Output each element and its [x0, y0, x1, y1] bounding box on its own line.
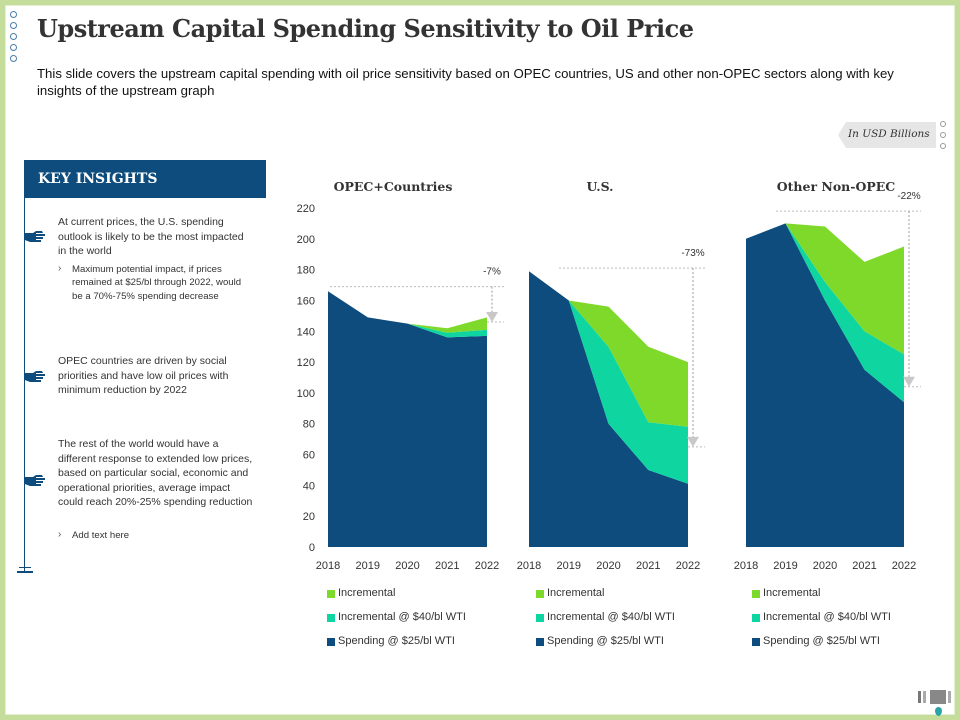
legend-swatch: [327, 614, 335, 622]
x-tick-label: 2022: [676, 560, 700, 572]
area-spending-panel-1: [328, 291, 487, 547]
insight-text-1: At current prices, the U.S. spending out…: [58, 216, 244, 257]
legend-swatch: [536, 590, 544, 598]
x-tick-label: 2018: [734, 560, 758, 572]
legend-swatch: [327, 638, 335, 646]
legend-label: Spending @ $25/bl WTI: [338, 635, 455, 647]
y-tick-label: 200: [297, 234, 315, 246]
page-subtitle: This slide covers the upstream capital s…: [37, 66, 894, 98]
area-incremental-panel-1: [328, 291, 487, 333]
insight-sub-3: Add text here: [72, 530, 130, 541]
corner-dots-decoration: [10, 11, 18, 66]
area-incremental-40-panel-1: [328, 291, 487, 338]
x-tick-label: 2022: [892, 560, 916, 572]
legend-swatch: [752, 590, 760, 598]
unit-tag: In USD Billions: [838, 122, 936, 148]
legend-label: Incremental: [763, 587, 821, 599]
annotation-arrow: [687, 436, 699, 447]
area-incremental-40-panel-3: [746, 223, 904, 403]
legend-label: Incremental: [547, 587, 605, 599]
x-tick-label: 2022: [475, 560, 499, 572]
x-tick-label: 2019: [557, 560, 581, 572]
unit-dots-decoration: [940, 121, 946, 154]
pointing-hand-icon: [25, 475, 45, 486]
legend-label: Incremental @ $40/bl WTI: [763, 611, 891, 623]
legend-swatch: [536, 614, 544, 622]
prev-slide-icon[interactable]: [918, 690, 928, 704]
legend-swatch: [536, 638, 544, 646]
y-tick-label: 80: [303, 419, 315, 431]
y-tick-label: 180: [297, 265, 315, 277]
x-tick-label: 2020: [813, 560, 837, 572]
y-tick-label: 160: [297, 295, 315, 307]
x-tick-label: 2020: [596, 560, 620, 572]
y-tick-label: 0: [309, 542, 315, 554]
panel-title: U.S.: [586, 179, 613, 194]
legend-label: Spending @ $25/bl WTI: [763, 635, 880, 647]
slide-thumbnail-icon[interactable]: [930, 690, 946, 704]
y-tick-label: 220: [297, 203, 315, 215]
x-tick-label: 2018: [517, 560, 541, 572]
panel-title: Other Non-OPEC: [777, 179, 895, 194]
x-tick-label: 2021: [435, 560, 459, 572]
pointing-hand-icon: [25, 371, 45, 382]
legend-label: Incremental @ $40/bl WTI: [338, 611, 466, 623]
legend-label: Incremental @ $40/bl WTI: [547, 611, 675, 623]
legend-swatch: [327, 590, 335, 598]
x-tick-label: 2019: [773, 560, 797, 572]
area-incremental-panel-3: [746, 223, 904, 355]
panel-title: OPEC+Countries: [334, 179, 453, 194]
next-slide-icon[interactable]: [948, 690, 956, 704]
legend-swatch: [752, 638, 760, 646]
page-title: Upstream Capital Spending Sensitivity to…: [37, 14, 694, 43]
key-insights-header: KEY INSIGHTS: [24, 160, 266, 198]
insight-text-2: OPEC countries are driven by social prio…: [58, 355, 229, 396]
pointing-hand-icon: [25, 231, 45, 242]
legend-label: Spending @ $25/bl WTI: [547, 635, 664, 647]
timeline-base: [17, 571, 33, 573]
insights-timeline: [24, 198, 25, 572]
area-incremental-40-panel-2: [529, 271, 688, 484]
insight-sub-1: Maximum potential impact, if prices rema…: [72, 264, 242, 302]
y-tick-label: 60: [303, 450, 315, 462]
x-tick-label: 2021: [852, 560, 876, 572]
unit-label: In USD Billions: [848, 128, 930, 140]
x-tick-label: 2019: [356, 560, 380, 572]
area-spending-panel-2: [529, 271, 688, 547]
annotation-label: -73%: [681, 248, 704, 259]
y-tick-label: 100: [297, 388, 315, 400]
legend-swatch: [752, 614, 760, 622]
x-tick-label: 2018: [316, 560, 340, 572]
insight-text-3: The rest of the world would have a diffe…: [58, 438, 253, 508]
x-tick-label: 2021: [636, 560, 660, 572]
annotation-label: -22%: [897, 191, 920, 202]
water-drop-icon: [935, 707, 942, 716]
area-incremental-panel-2: [529, 271, 688, 427]
y-tick-label: 140: [297, 326, 315, 338]
legend-label: Incremental: [338, 587, 396, 599]
annotation-arrow: [486, 312, 498, 323]
x-tick-label: 2020: [395, 560, 419, 572]
y-tick-label: 20: [303, 511, 315, 523]
chevron-right-icon: ›: [58, 529, 62, 540]
key-insights-title: KEY INSIGHTS: [38, 171, 158, 187]
timeline-base-line: [19, 567, 31, 568]
y-tick-label: 120: [297, 357, 315, 369]
annotation-label: -7%: [483, 267, 501, 278]
chevron-right-icon: ›: [58, 263, 62, 274]
annotation-arrow: [903, 376, 915, 387]
area-spending-panel-3: [746, 223, 904, 547]
y-tick-label: 40: [303, 480, 315, 492]
